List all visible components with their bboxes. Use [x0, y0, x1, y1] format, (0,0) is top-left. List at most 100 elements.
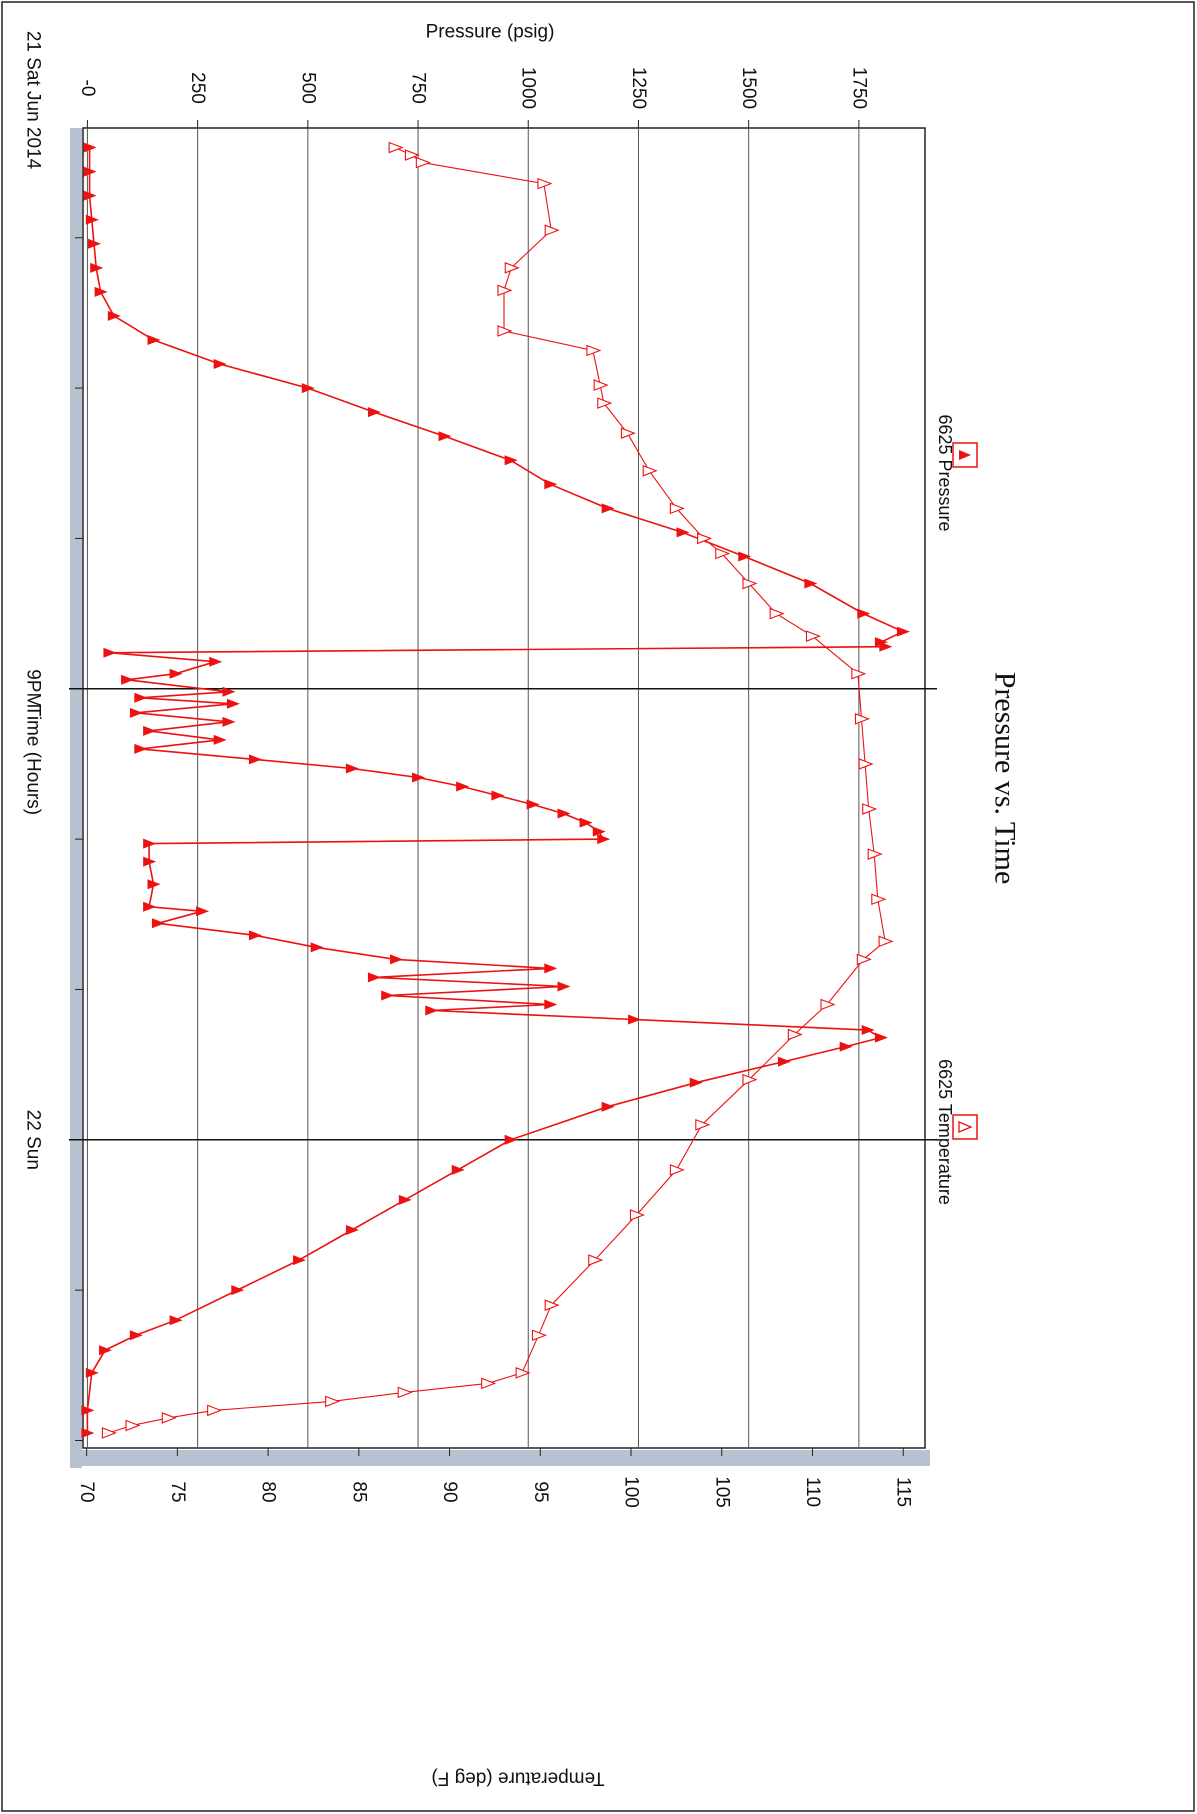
time-tick-label: 9PM [23, 669, 44, 708]
legend-pressure-marker [959, 450, 971, 460]
pressure-point [544, 963, 558, 974]
pressure-point [896, 626, 910, 637]
pressure-tick-label: 750 [408, 72, 429, 104]
temperature-axis-title: Temperature (deg F) [431, 1768, 604, 1789]
temperature-tick-label: 105 [711, 1476, 732, 1508]
pressure-point [147, 334, 161, 345]
pressure-point [425, 1005, 439, 1016]
pressure-tick-label: 1750 [848, 67, 869, 109]
pressure-point [601, 1101, 615, 1112]
temperature-point [544, 1299, 560, 1311]
pressure-point [879, 641, 893, 652]
pressure-tick-label: 500 [297, 72, 318, 104]
pressure-point [301, 383, 315, 394]
pressure-point [557, 808, 571, 819]
pressure-point [367, 407, 381, 418]
temperature-point [101, 1427, 117, 1439]
pressure-point [804, 578, 818, 589]
temperature-point [388, 141, 404, 154]
pressure-point [81, 1405, 95, 1416]
pressure-point [129, 1330, 143, 1341]
pressure-point [143, 725, 157, 736]
temperature-point [593, 379, 609, 391]
temperature-point [642, 464, 658, 477]
temperature-point [207, 1404, 223, 1417]
pressure-point [143, 901, 157, 912]
temperature-point [867, 848, 883, 860]
temperature-tick-label: 95 [530, 1481, 551, 1502]
pressure-point [839, 1041, 853, 1052]
pressure-point [196, 906, 210, 917]
pressure-point [601, 503, 615, 514]
pressure-point [143, 838, 157, 849]
pressure-point [99, 1345, 113, 1356]
temperature-point [397, 1386, 413, 1399]
pressure-point [94, 286, 108, 297]
temperature-point [497, 325, 513, 337]
pressure-point [526, 799, 540, 810]
pressure-tick-label: -0 [77, 80, 98, 97]
pressure-point [81, 1427, 95, 1438]
pressure-point [557, 981, 571, 992]
temperature-point [629, 1209, 646, 1221]
pressure-point [345, 763, 359, 774]
plot-shadow-bottom [70, 1450, 930, 1466]
pressure-point [628, 1014, 642, 1025]
pressure-point [389, 954, 403, 965]
pressure-point [83, 190, 97, 201]
pressure-point [874, 637, 888, 648]
pressure-point [147, 879, 161, 890]
pressure-point [491, 790, 505, 801]
legend-temperature-marker [958, 1121, 973, 1133]
pressure-point [592, 826, 606, 837]
gridlines [69, 120, 937, 1456]
pressure-point [222, 686, 236, 697]
pressure-point [597, 834, 611, 845]
temperature-tick-label: 75 [167, 1481, 188, 1502]
temperature-point [531, 1329, 548, 1342]
pressure-point [738, 551, 752, 562]
temperature-point [851, 667, 867, 680]
time-axis-title: Time (Hours) [23, 705, 44, 815]
pressure-point [226, 698, 240, 709]
pressure-point [83, 166, 97, 177]
temperature-point [862, 803, 878, 815]
plot-area [82, 127, 926, 1449]
pressure-point [689, 1077, 703, 1088]
pressure-point [83, 142, 97, 153]
pressure-point [213, 359, 227, 370]
pressure-point [456, 781, 470, 792]
temperature-point [805, 630, 822, 642]
pressure-point [310, 942, 324, 953]
pressure-point [367, 972, 381, 983]
pressure-point [777, 1056, 791, 1067]
temperature-tick-label: 70 [76, 1481, 97, 1502]
pressure-point [381, 990, 395, 1001]
pressure-point [121, 674, 135, 685]
temperature-point [544, 224, 560, 237]
temperature-point [537, 177, 553, 190]
pressure-point [134, 743, 148, 754]
pressure-axis-title: Pressure (psig) [426, 22, 555, 43]
temperature-point [854, 713, 871, 725]
pressure-point [438, 431, 452, 442]
pressure-point [143, 856, 157, 867]
temperature-point [871, 893, 887, 906]
plot-shadow-left [70, 128, 82, 1468]
temperature-point [820, 998, 836, 1011]
temperature-point [620, 427, 636, 439]
temperature-point [586, 344, 602, 357]
time-tick-label: 22 Sun [23, 1110, 44, 1170]
temperature-point [125, 1419, 141, 1432]
pressure-point [134, 692, 148, 703]
time-start-label: 21 Sat Jun 2014 [23, 31, 44, 170]
pressure-tick-label: 1000 [518, 67, 539, 109]
temperature-point [515, 1367, 531, 1379]
temperature-point [697, 532, 713, 545]
pressure-point [85, 1367, 99, 1378]
pressure-point [857, 608, 871, 619]
series-temperature [101, 141, 894, 1439]
pressure-point [209, 656, 223, 667]
